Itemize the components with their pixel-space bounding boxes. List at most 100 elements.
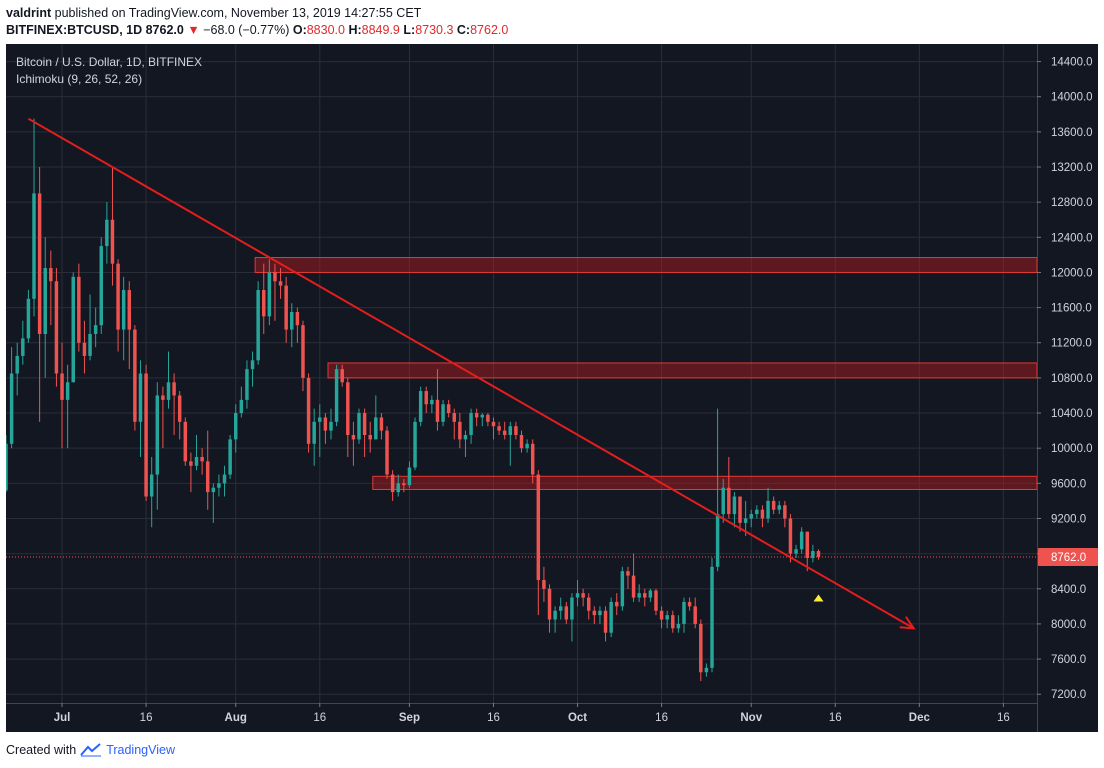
candle-body <box>161 395 165 400</box>
resistance-zone <box>254 257 1038 273</box>
tradingview-brand-link[interactable]: TradingView <box>106 743 175 757</box>
author-name[interactable]: valdrint <box>6 6 52 20</box>
candle-body <box>598 610 602 616</box>
price-tick-label: 11600.0 <box>1051 303 1092 315</box>
candle-body <box>155 395 160 475</box>
time-tick-label: Dec <box>909 712 931 724</box>
time-tick-label: Oct <box>568 712 587 724</box>
candle-body <box>799 531 804 550</box>
candle-body <box>783 505 787 519</box>
time-tick-label: Sep <box>399 712 420 724</box>
candle-body <box>631 575 636 598</box>
last-price: 8762.0 <box>145 23 184 37</box>
annotations <box>6 117 1037 630</box>
candle-body <box>704 667 709 673</box>
candle-body <box>788 518 793 554</box>
candle-body <box>620 571 625 607</box>
candle-body <box>144 373 148 497</box>
candle-body <box>407 467 412 486</box>
candle-body <box>682 601 686 624</box>
candle-body <box>480 414 485 418</box>
candle-body <box>519 435 524 449</box>
candle-body <box>21 338 25 356</box>
candle-body <box>99 246 103 326</box>
candle-body <box>306 377 311 444</box>
candle-body <box>357 413 361 440</box>
candle-body <box>558 606 563 611</box>
candle-body <box>295 311 300 326</box>
price-axis[interactable]: 14400.0 14000.0 13600.0 13200.0 12800.0 12400… <box>1037 44 1098 732</box>
candle-body <box>603 610 608 633</box>
time-tick-label: 16 <box>655 712 668 724</box>
candle-body <box>177 395 182 422</box>
candle-body <box>256 290 260 361</box>
candle-body <box>760 509 765 519</box>
price-chart[interactable]: 14400.0 14000.0 13600.0 13200.0 12800.0 12400… <box>6 44 1098 732</box>
price-tick-label: 9600.0 <box>1051 478 1086 490</box>
candle-body <box>743 518 748 523</box>
high-value: 8849.9 <box>361 23 400 37</box>
indicator-label[interactable]: Ichimoku (9, 26, 52, 26) <box>16 72 143 86</box>
time-axis[interactable]: Jul 16 Aug 16 Sep 16 Oct 16 Nov 16 Dec 16 <box>6 703 1037 732</box>
candle-body <box>659 610 664 620</box>
candle-body <box>200 456 204 462</box>
candle-body <box>452 413 456 422</box>
candle-body <box>9 373 14 444</box>
chart-area[interactable]: 14400.0 14000.0 13600.0 13200.0 12800.0 12400… <box>6 44 1098 732</box>
candle-body <box>6 443 8 491</box>
candle-body <box>816 550 821 557</box>
publish-info: published on TradingView.com, November 1… <box>54 6 422 20</box>
resistance-zone <box>327 362 1038 379</box>
current-price-badge <box>1038 547 1098 566</box>
candle-body <box>278 281 283 286</box>
candle-body <box>340 369 344 383</box>
candle-body <box>508 426 513 436</box>
candle-body <box>37 193 42 334</box>
price-tick-label: 8400.0 <box>1051 584 1086 596</box>
candle-body <box>497 426 501 431</box>
candle-body <box>329 421 333 431</box>
candle-body <box>609 601 613 633</box>
candle-body <box>26 298 31 339</box>
candle-body <box>88 333 92 356</box>
price-tick-label: 14400.0 <box>1051 57 1093 69</box>
candle-body <box>491 421 496 427</box>
candlesticks <box>6 118 821 682</box>
plot-background[interactable] <box>6 44 1037 703</box>
close-value: 8762.0 <box>470 23 509 37</box>
time-tick-label: Aug <box>225 712 247 724</box>
time-axis-background <box>6 703 1037 732</box>
candle-body <box>334 369 339 422</box>
candle-body <box>65 382 70 400</box>
candle-body <box>676 623 681 629</box>
candle-body <box>553 610 557 620</box>
candle-body <box>385 430 389 475</box>
price-tick-label: 13600.0 <box>1051 127 1093 139</box>
symbol-label: BITFINEX:BTCUSD, 1D <box>6 23 143 37</box>
candle-body <box>418 391 423 422</box>
candle-body <box>564 606 569 620</box>
candle-body <box>514 426 518 436</box>
current-price-label: 8762.0 <box>1051 552 1086 564</box>
candle-body <box>592 610 597 616</box>
candle-body <box>374 417 378 440</box>
candle-body <box>626 571 630 576</box>
candle-body <box>671 615 675 629</box>
candle-body <box>172 382 176 396</box>
candle-body <box>693 606 697 624</box>
candle-body <box>771 500 776 510</box>
created-with-label: Created with <box>6 743 77 757</box>
candle-body <box>301 325 305 378</box>
candle-body <box>121 290 126 330</box>
candle-body <box>228 439 232 475</box>
candle-body <box>166 382 171 400</box>
low-value: 8730.3 <box>415 23 454 37</box>
candle-body <box>267 272 272 317</box>
time-tick-label: 16 <box>997 712 1010 724</box>
candle-body <box>469 413 473 436</box>
candle-body <box>110 219 115 264</box>
candle-body <box>424 391 428 405</box>
candle-body <box>413 421 417 468</box>
candle-body <box>217 483 221 488</box>
candle-body <box>474 413 479 418</box>
